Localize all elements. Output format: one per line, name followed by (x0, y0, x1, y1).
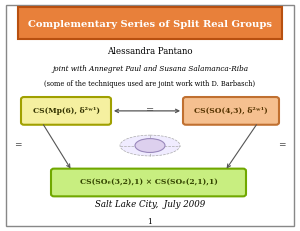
Text: CS(SOₑ(3,2),1) × CS(SOₑ(2,1),1): CS(SOₑ(3,2),1) × CS(SOₑ(2,1),1) (80, 179, 218, 186)
Text: Complementary Series of Split Real Groups: Complementary Series of Split Real Group… (28, 20, 272, 28)
Text: CS(Mp(6), δ²ʷ¹): CS(Mp(6), δ²ʷ¹) (32, 107, 100, 115)
FancyBboxPatch shape (183, 97, 279, 125)
Text: =: = (146, 106, 154, 115)
Text: joint with Annegret Paul and Susana Salamanca-Riba: joint with Annegret Paul and Susana Sala… (52, 65, 248, 73)
Text: CS(SO(4,3), δ²ʷ¹): CS(SO(4,3), δ²ʷ¹) (194, 107, 268, 115)
FancyBboxPatch shape (6, 5, 294, 226)
Text: Alessandra Pantano: Alessandra Pantano (107, 48, 193, 56)
FancyBboxPatch shape (18, 7, 282, 39)
Text: 1: 1 (148, 218, 152, 226)
Text: Salt Lake City,  July 2009: Salt Lake City, July 2009 (95, 200, 205, 209)
FancyBboxPatch shape (21, 97, 111, 125)
Text: (some of the techniques used are joint work with D. Barbasch): (some of the techniques used are joint w… (44, 80, 256, 88)
Text: =: = (278, 141, 286, 150)
Ellipse shape (120, 135, 180, 156)
Text: =: = (14, 141, 22, 150)
Ellipse shape (135, 139, 165, 152)
FancyBboxPatch shape (51, 169, 246, 196)
